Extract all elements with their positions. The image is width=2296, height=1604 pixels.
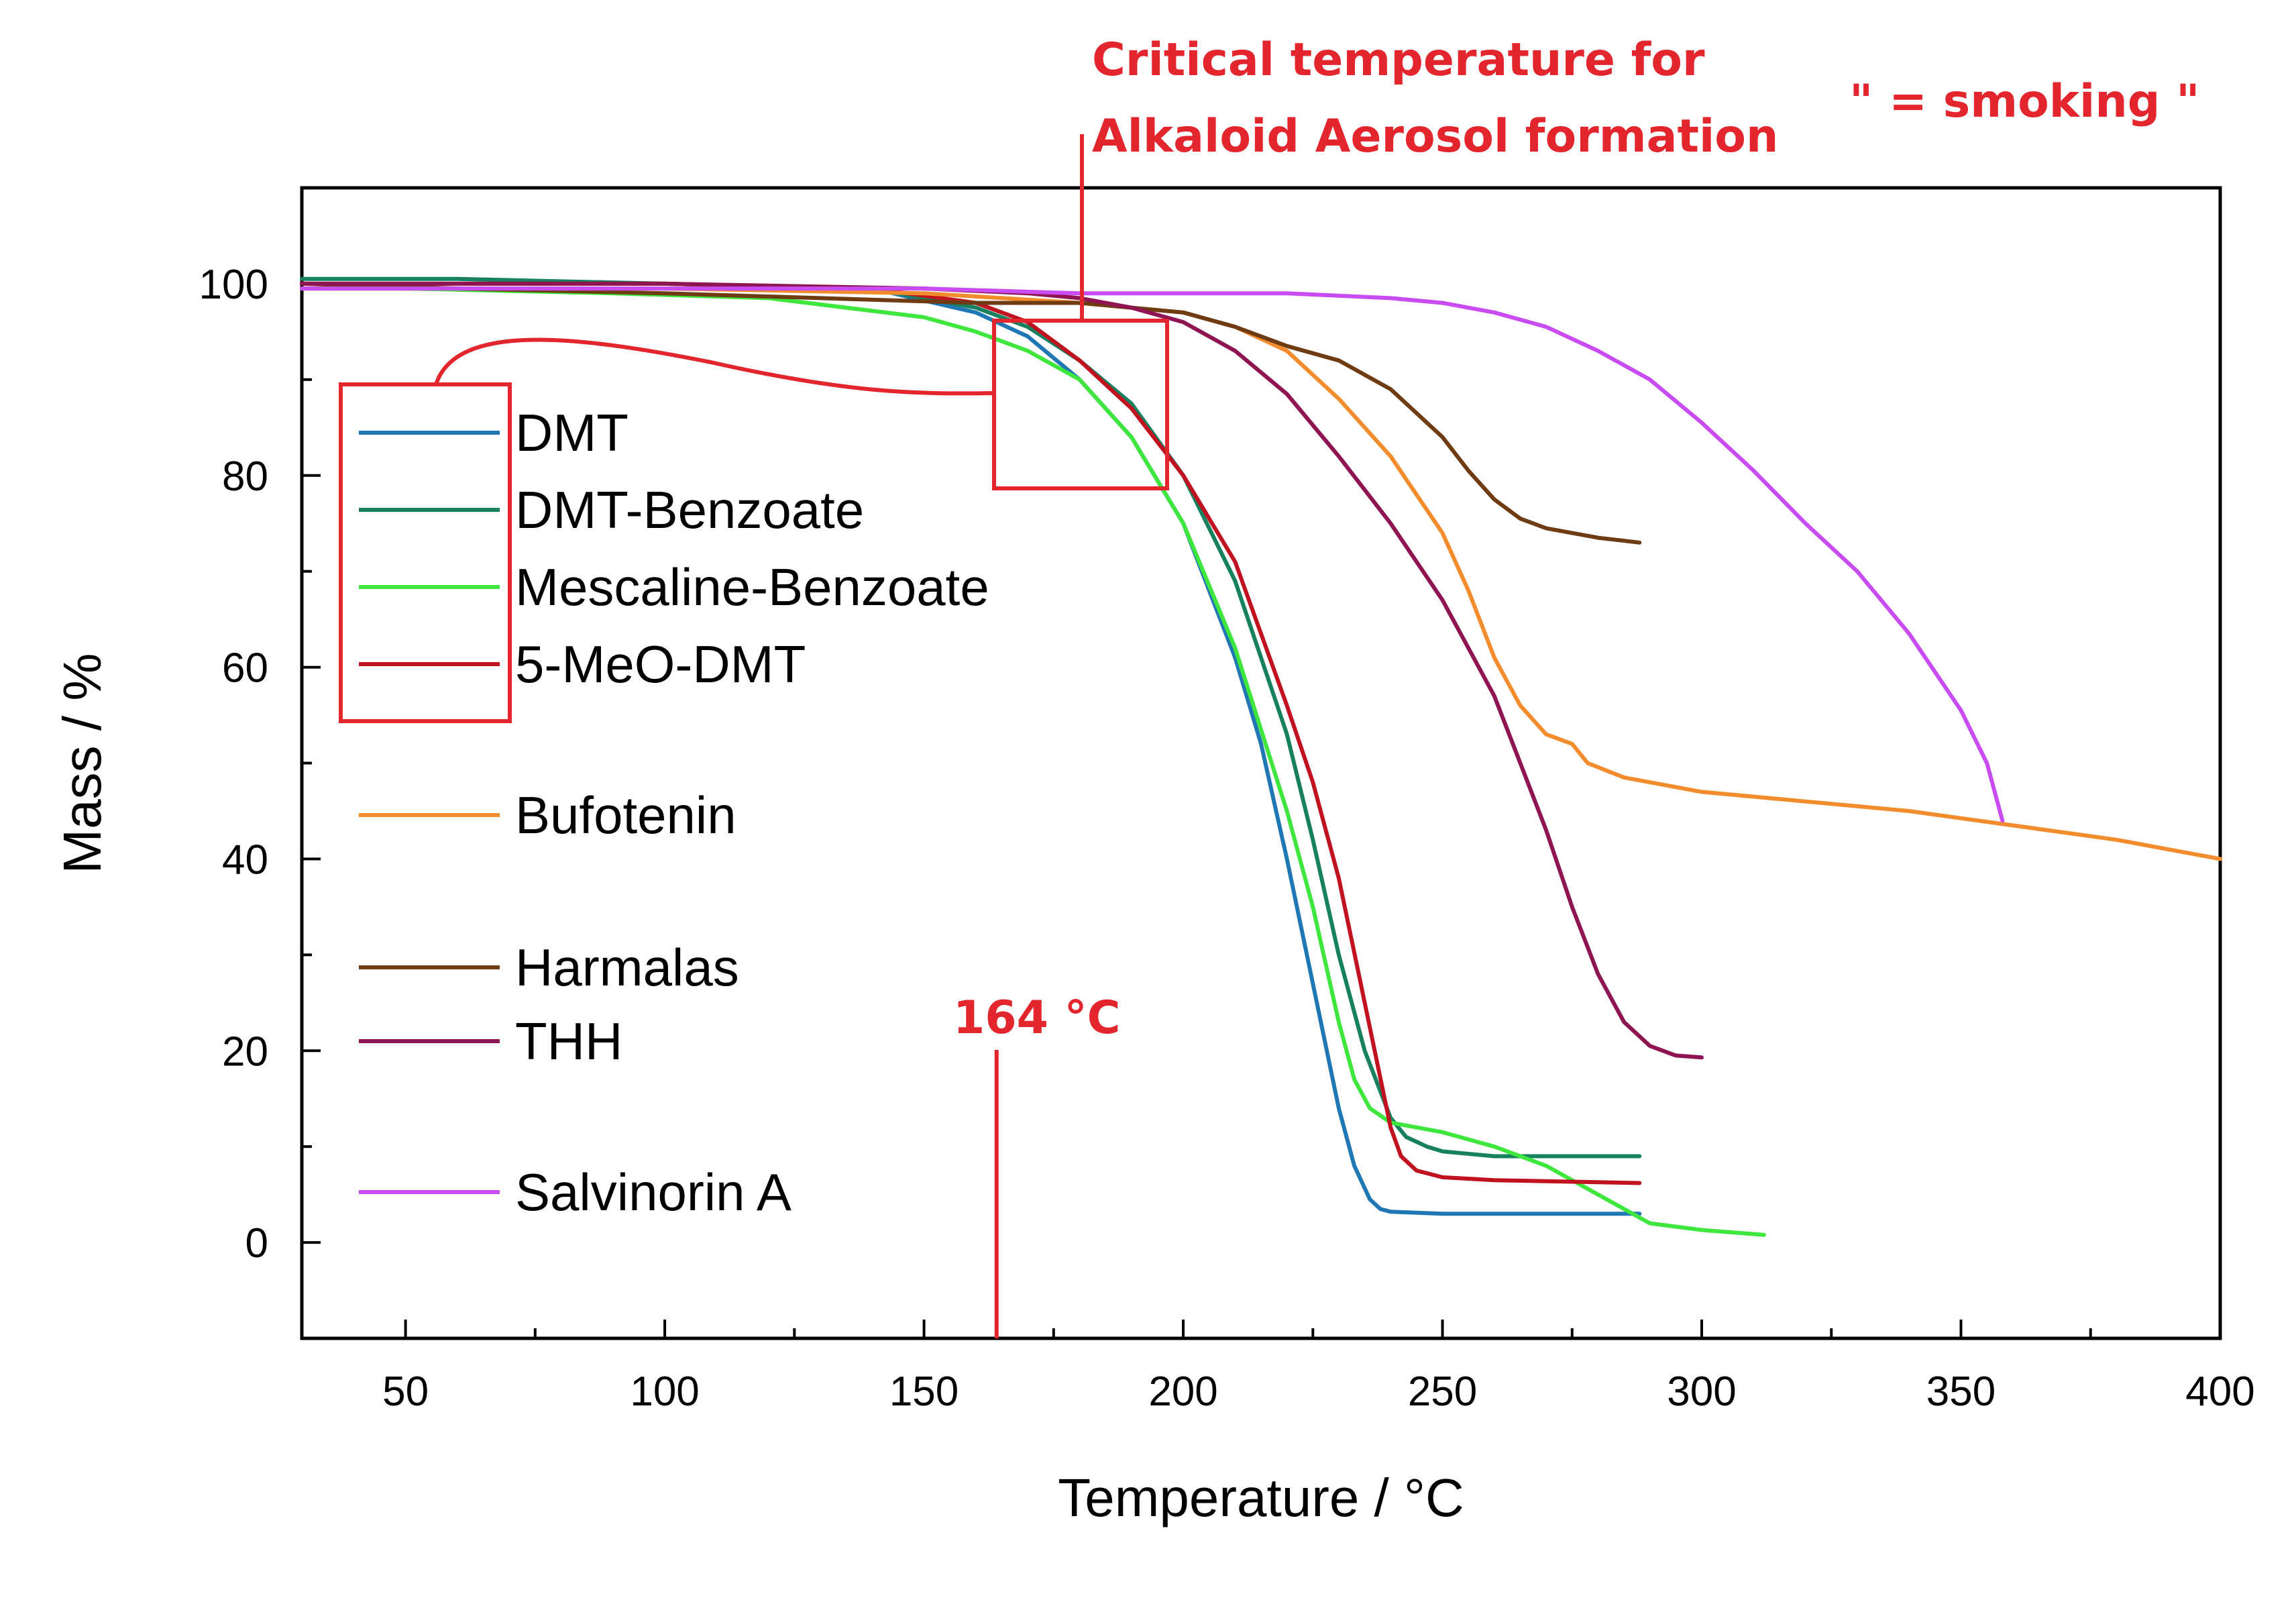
legend-item-5-meo-dmt: 5-MeO-DMT <box>359 635 806 694</box>
series-line-harmalas <box>300 281 1642 545</box>
series-line-salvinorin-a <box>300 286 2005 823</box>
critical-title-line1: Critical temperature for <box>1092 34 1705 87</box>
y-axis-title: Mass / % <box>52 653 112 874</box>
temperature-marker-label: 164 °C <box>953 992 1121 1045</box>
x-tick-label: 50 <box>382 1369 429 1415</box>
legend-item-thh: THH <box>359 1012 622 1071</box>
legend-label-5-meo-dmt: 5-MeO-DMT <box>515 635 806 694</box>
critical-annotation: Critical temperature for Alkaloid Aeroso… <box>339 34 2200 723</box>
smoking-label: " = smoking " <box>1849 75 2200 128</box>
legend-label-mescaline-benzoate: Mescaline-Benzoate <box>515 557 989 617</box>
y-tick-label: 60 <box>222 645 268 692</box>
legend-item-mescaline-benzoate: Mescaline-Benzoate <box>359 557 989 617</box>
y-tick-label: 80 <box>222 453 268 500</box>
y-tick-label: 0 <box>245 1220 268 1267</box>
x-tick-label: 400 <box>2185 1369 2254 1415</box>
legend: DMT DMT-Benzoate Mescaline-Benzoate 5-Me… <box>359 403 989 1222</box>
series-line-mescaline-benzoate <box>300 286 1766 1237</box>
y-tick-label: 100 <box>199 262 268 308</box>
x-axis-title: Temperature / °C <box>1058 1468 1464 1528</box>
legend-item-harmalas: Harmalas <box>359 938 739 997</box>
x-tick-label: 300 <box>1667 1369 1736 1415</box>
x-tick-label: 200 <box>1148 1369 1217 1415</box>
legend-item-bufotenin: Bufotenin <box>359 786 736 845</box>
y-tick-label: 40 <box>222 837 268 883</box>
legend-item-salvinorin-a: Salvinorin A <box>359 1163 791 1222</box>
x-tick-label: 150 <box>889 1369 959 1415</box>
y-tick-label: 20 <box>222 1028 268 1075</box>
legend-label-dmt-benzoate: DMT-Benzoate <box>515 480 864 539</box>
legend-label-dmt: DMT <box>515 403 628 462</box>
legend-label-salvinorin-a: Salvinorin A <box>515 1163 791 1222</box>
legend-item-dmt-benzoate: DMT-Benzoate <box>359 480 864 539</box>
axis-ticks: 50 100 150 200 250 300 350 400 0 20 40 60 80 100 <box>199 186 2255 1415</box>
series-line-thh <box>300 281 1704 1060</box>
legend-label-harmalas: Harmalas <box>515 938 739 997</box>
legend-label-thh: THH <box>515 1012 622 1071</box>
critical-title-line2: Alkaloid Aerosol formation <box>1092 110 1778 163</box>
legend-label-bufotenin: Bufotenin <box>515 786 736 845</box>
x-tick-label: 100 <box>630 1369 699 1415</box>
x-tick-label: 250 <box>1408 1369 1477 1415</box>
x-tick-label: 350 <box>1926 1369 1996 1415</box>
legend-item-dmt: DMT <box>359 403 628 462</box>
connector-curve <box>434 337 995 396</box>
legend-highlight-box <box>339 382 512 723</box>
series-lines <box>300 276 2222 1237</box>
temperature-marker: 164 °C <box>953 992 1121 1338</box>
